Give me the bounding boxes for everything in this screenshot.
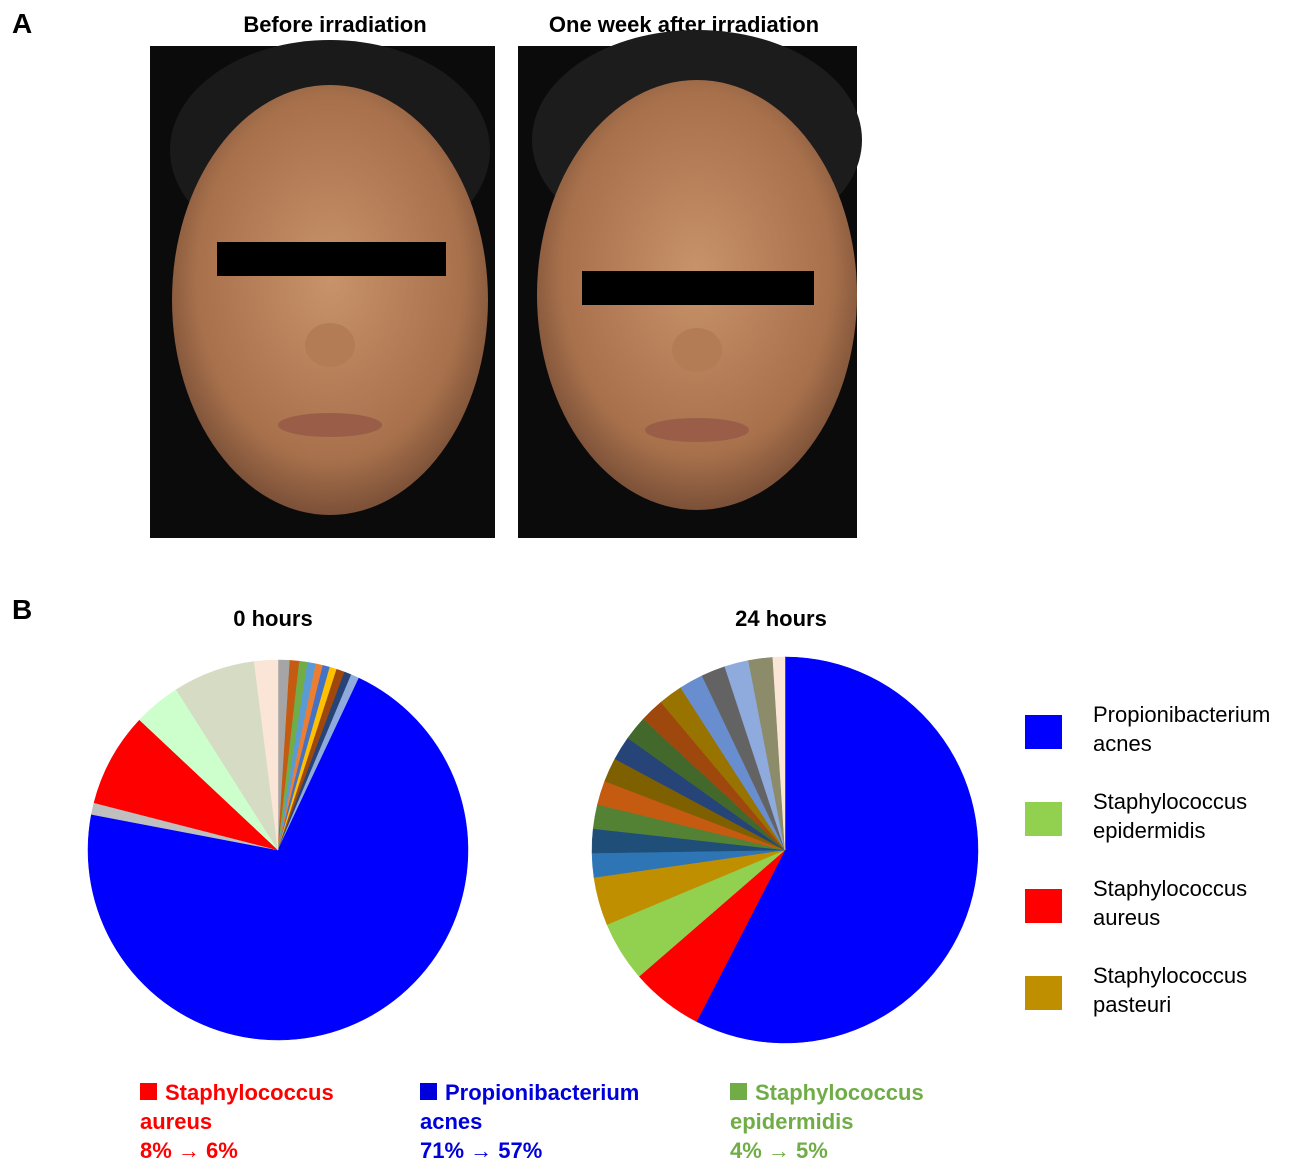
summary-name: Staphylococcus aureus xyxy=(140,1080,334,1134)
summary: Staphylococcus aureus 8% → 6% xyxy=(140,1078,370,1163)
pie-slice xyxy=(87,677,469,1041)
summary: Staphylococcus epidermidis 4% → 5% xyxy=(730,1078,960,1163)
legend-label: Staphylococcus epidermidis xyxy=(1093,789,1248,843)
photo xyxy=(518,30,862,538)
summary-change: 8% → 6% xyxy=(140,1138,238,1163)
photo-title: Before irradiation xyxy=(243,12,427,37)
legend-entry: Propionibacterium acnes xyxy=(1025,700,1290,760)
summary-name: Staphylococcus epidermidis xyxy=(730,1080,924,1134)
pie-slice xyxy=(696,656,979,1044)
summary-name: Propionibacterium acnes xyxy=(420,1080,640,1134)
legend-label: Staphylococcus pasteuri xyxy=(1093,963,1248,1017)
panel-label: B xyxy=(12,594,33,625)
summary-icon xyxy=(420,1083,437,1100)
chart-title: 24 hours xyxy=(735,606,827,631)
legend-entry: Staphylococcus pasteuri xyxy=(1025,961,1290,1021)
summary-icon xyxy=(730,1083,747,1100)
legend-entry: Staphylococcus aureus xyxy=(1025,874,1290,934)
legend-label: Staphylococcus aureus xyxy=(1093,876,1248,930)
summary-change: 71% → 57% xyxy=(420,1138,543,1163)
pie-slice xyxy=(253,659,279,851)
legend-swatch xyxy=(1025,976,1062,1010)
photos xyxy=(150,30,862,538)
summary-icon xyxy=(140,1083,157,1100)
summary-change: 4% → 5% xyxy=(730,1138,828,1163)
legend-label: Propionibacterium acnes xyxy=(1093,702,1271,756)
chart-title: 0 hours xyxy=(233,606,312,631)
summary: Propionibacterium acnes 71% → 57% xyxy=(420,1078,680,1163)
legend-entry: Staphylococcus epidermidis xyxy=(1025,787,1290,847)
legend-swatch xyxy=(1025,715,1062,749)
pie-slice xyxy=(93,719,279,851)
panel-label: A xyxy=(12,8,33,39)
pie-charts: 0 hours 24 hours xyxy=(87,606,979,1044)
legend-swatch xyxy=(1025,889,1062,923)
legend-swatch xyxy=(1025,802,1062,836)
pie-slice xyxy=(772,656,786,851)
photo xyxy=(150,40,495,538)
